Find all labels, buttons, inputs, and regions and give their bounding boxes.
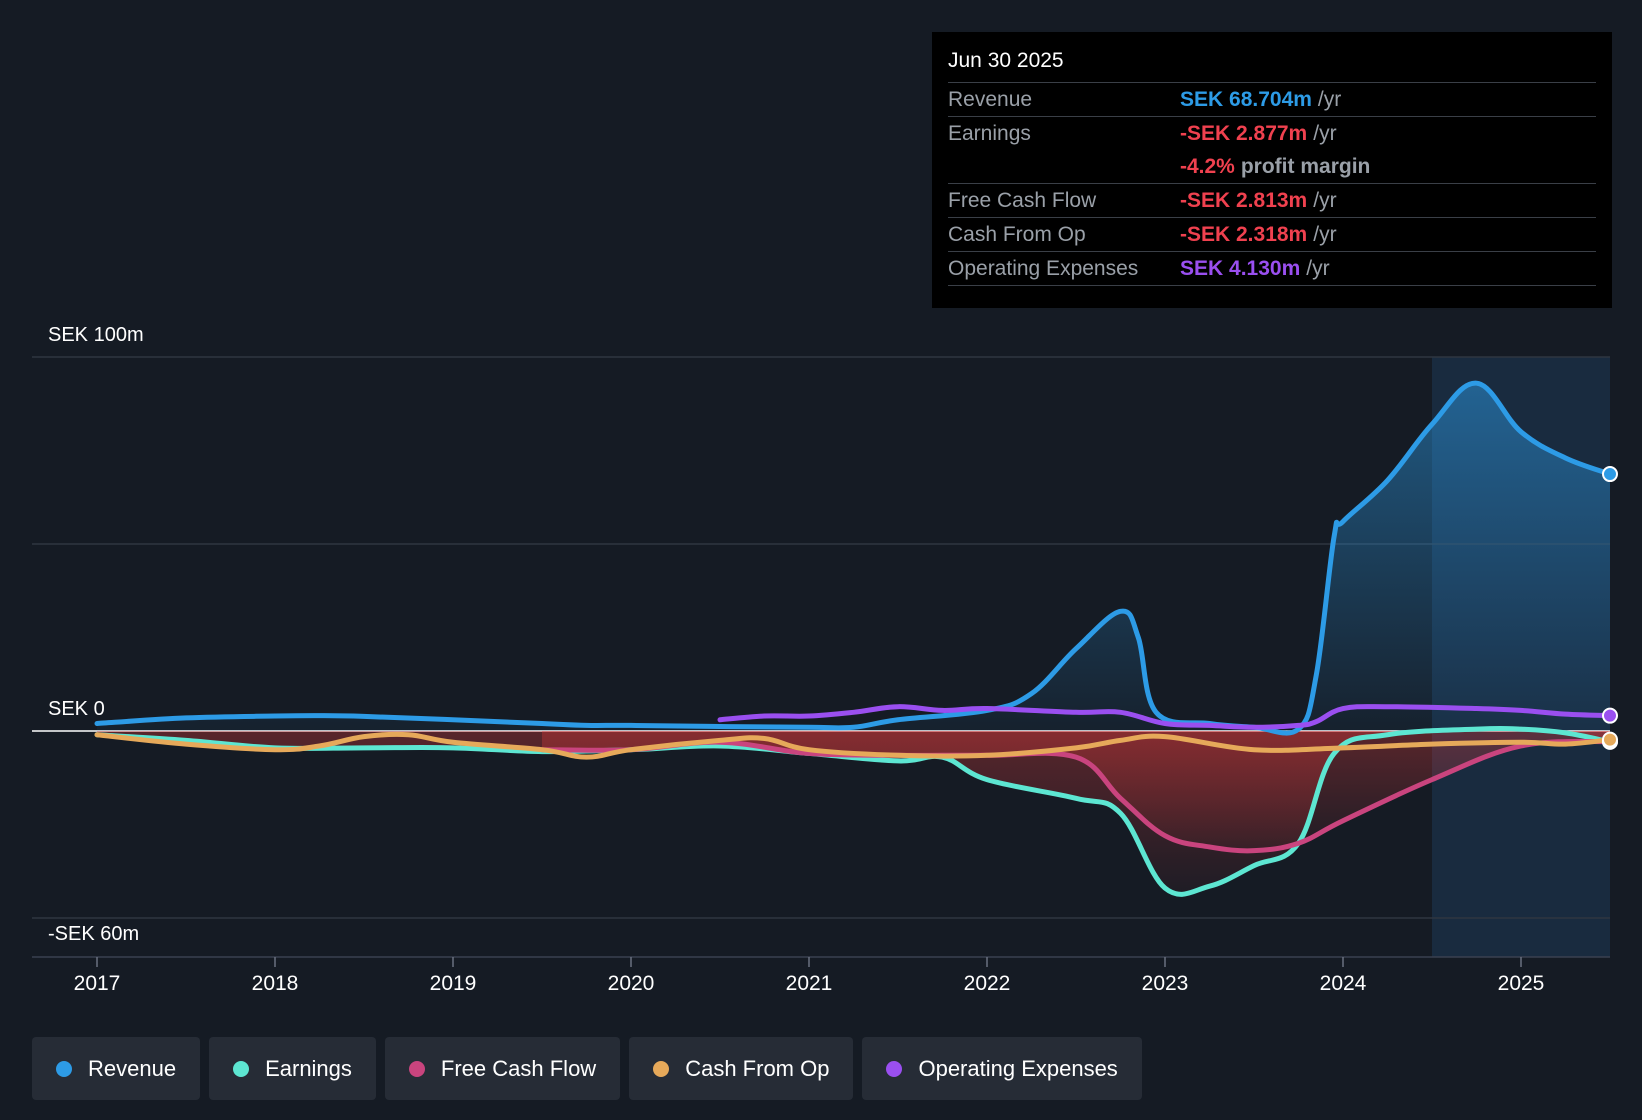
series-areas bbox=[97, 383, 1610, 895]
line-operating-expenses bbox=[717, 704, 1613, 730]
legend-label: Operating Expenses bbox=[918, 1055, 1118, 1081]
endpoint-cash-from-op bbox=[1602, 731, 1618, 748]
series-endpoints bbox=[1602, 466, 1618, 750]
tooltip-unit: /yr bbox=[1306, 257, 1330, 280]
tooltip-value: SEK 68.704m bbox=[1180, 88, 1312, 111]
y-tick-label-top: SEK 100m bbox=[48, 324, 144, 346]
line-revenue bbox=[94, 380, 1613, 736]
legend-dot-icon bbox=[56, 1060, 72, 1077]
tooltip-unit: /yr bbox=[1313, 223, 1337, 246]
legend-item-cash-from-op[interactable]: Cash From Op bbox=[629, 1037, 854, 1100]
y-tick-label-bottom: -SEK 60m bbox=[48, 923, 139, 945]
tooltip-unit: /yr bbox=[1313, 189, 1337, 212]
x-tick-label: 2022 bbox=[964, 972, 1011, 995]
tooltip-row-earnings: Earnings -SEK 2.877m /yr bbox=[948, 117, 1596, 150]
tooltip-unit: /yr bbox=[1313, 122, 1337, 145]
tooltip-row-cash-from-op: Cash From Op -SEK 2.318m /yr bbox=[948, 218, 1596, 252]
x-axis-ticks: 2017 2018 2019 2020 2021 2022 2023 2024 2025 bbox=[74, 957, 1545, 995]
endpoint-operating-expenses bbox=[1602, 707, 1618, 724]
tooltip-unit: /yr bbox=[1317, 88, 1342, 111]
tooltip-date: Jun 30 2025 bbox=[948, 46, 1596, 83]
x-tick-label: 2024 bbox=[1320, 972, 1367, 995]
area-free-cash-flow bbox=[542, 731, 1610, 851]
tooltip-label: Free Cash Flow bbox=[948, 189, 1097, 212]
x-tick-label: 2020 bbox=[608, 972, 655, 995]
tooltip: Jun 30 2025 Revenue SEK 68.704m /yr Earn… bbox=[932, 32, 1612, 308]
tooltip-value: SEK 4.130m bbox=[1180, 257, 1301, 280]
tooltip-value: -SEK 2.318m bbox=[1180, 223, 1308, 246]
tooltip-label: Earnings bbox=[948, 122, 1031, 145]
legend-dot-icon bbox=[653, 1060, 670, 1077]
x-tick-label: 2021 bbox=[786, 972, 833, 995]
x-tick-label: 2025 bbox=[1498, 972, 1545, 995]
legend-item-earnings[interactable]: Earnings bbox=[209, 1037, 376, 1100]
legend-item-free-cash-flow[interactable]: Free Cash Flow bbox=[384, 1037, 621, 1100]
tooltip-row-operating-expenses: Operating Expenses SEK 4.130m /yr bbox=[948, 252, 1596, 286]
endpoint-revenue bbox=[1602, 466, 1618, 483]
x-tick-label: 2017 bbox=[74, 972, 121, 995]
x-tick-label: 2018 bbox=[252, 972, 299, 995]
x-tick-label: 2019 bbox=[430, 972, 477, 995]
y-tick-label-zero: SEK 0 bbox=[48, 698, 105, 720]
tooltip-value: -SEK 2.813m bbox=[1180, 189, 1308, 212]
line-earnings bbox=[94, 725, 1613, 897]
x-tick-label: 2023 bbox=[1142, 972, 1189, 995]
tooltip-row-revenue: Revenue SEK 68.704m /yr bbox=[948, 83, 1596, 117]
legend-item-operating-expenses[interactable]: Operating Expenses bbox=[862, 1037, 1142, 1100]
line-cash-from-op bbox=[94, 731, 1613, 760]
series-lines bbox=[94, 380, 1613, 897]
legend-item-revenue[interactable]: Revenue bbox=[32, 1037, 201, 1100]
legend-dot-icon bbox=[408, 1060, 425, 1077]
tooltip-row-profit-margin: -4.2% profit margin bbox=[948, 150, 1596, 184]
legend-label: Cash From Op bbox=[685, 1055, 830, 1081]
tooltip-label bbox=[948, 150, 1180, 183]
tooltip-row-free-cash-flow: Free Cash Flow -SEK 2.813m /yr bbox=[948, 184, 1596, 218]
area-revenue bbox=[97, 383, 1610, 734]
tooltip-value: -4.2% bbox=[1180, 155, 1235, 178]
legend-label: Earnings bbox=[265, 1055, 352, 1081]
line-free-cash-flow bbox=[539, 738, 1613, 854]
tooltip-label: Revenue bbox=[948, 88, 1033, 111]
tooltip-unit: profit margin bbox=[1240, 155, 1371, 178]
tooltip-label: Operating Expenses bbox=[948, 257, 1139, 280]
legend-label: Free Cash Flow bbox=[440, 1055, 597, 1081]
legend-dot-icon bbox=[233, 1060, 250, 1077]
tooltip-label: Cash From Op bbox=[948, 223, 1086, 246]
legend-label: Revenue bbox=[88, 1055, 177, 1081]
tooltip-value: -SEK 2.877m bbox=[1180, 122, 1308, 145]
legend-dot-icon bbox=[886, 1060, 903, 1077]
legend: Revenue Earnings Free Cash Flow Cash Fro… bbox=[32, 1037, 1142, 1100]
